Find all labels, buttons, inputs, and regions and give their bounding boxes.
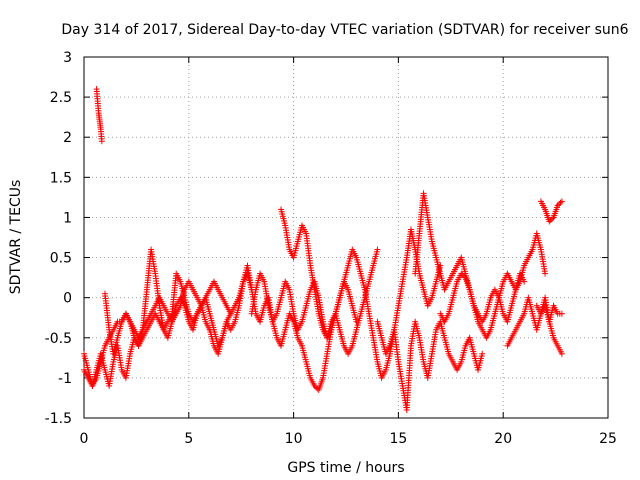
y-axis-title: SDTVAR / TECUs (8, 180, 24, 295)
y-tick-label: 2 (63, 130, 72, 146)
data-point (546, 218, 553, 225)
data-point (227, 310, 234, 317)
x-tick-label: 10 (285, 431, 303, 447)
y-tick-label: 3 (63, 50, 72, 66)
y-tick-label: -1.5 (45, 411, 72, 427)
x-axis-title: GPS time / hours (287, 460, 404, 476)
y-tick-label: -0.5 (45, 331, 72, 347)
data-point-trace (461, 273, 468, 280)
plot-frame (83, 56, 609, 419)
grid (84, 57, 608, 418)
x-tick-label: 15 (389, 431, 407, 447)
data-point (558, 198, 565, 205)
data-point-trace (312, 384, 319, 391)
data-point (479, 350, 486, 357)
x-tick-label: 20 (494, 431, 512, 447)
y-tick-label: 1 (63, 210, 72, 226)
y-tick-label: 0.5 (50, 251, 72, 267)
y-tick-label: 1.5 (50, 170, 72, 186)
x-tick-label: 0 (80, 431, 89, 447)
data-point-trace (556, 201, 563, 208)
data-point (558, 350, 565, 357)
data-point-trace (557, 199, 564, 206)
data-point (542, 270, 549, 277)
data-point (374, 246, 381, 253)
x-tick-label: 5 (184, 431, 193, 447)
y-tick-label: 0 (63, 291, 72, 307)
chart-title: Day 314 of 2017, Sidereal Day-to-day VTE… (61, 22, 628, 38)
data-point-trace (549, 215, 556, 222)
y-tick-label: 2.5 (50, 90, 72, 106)
y-tick-label: -1 (58, 371, 72, 387)
data-point (558, 310, 565, 317)
data-points (81, 86, 565, 413)
data-point (554, 202, 561, 209)
axis-ticks: 0 5 10 15 20 25 -1.5 -1 -0.5 0 0.5 1 1.5 2 2.5 3 (45, 50, 617, 447)
data-point-trace (459, 271, 466, 278)
x-tick-label: 25 (599, 431, 617, 447)
data-point (458, 270, 465, 277)
data-point (311, 382, 318, 389)
data-point (98, 138, 105, 145)
data-point-trace (547, 217, 554, 224)
